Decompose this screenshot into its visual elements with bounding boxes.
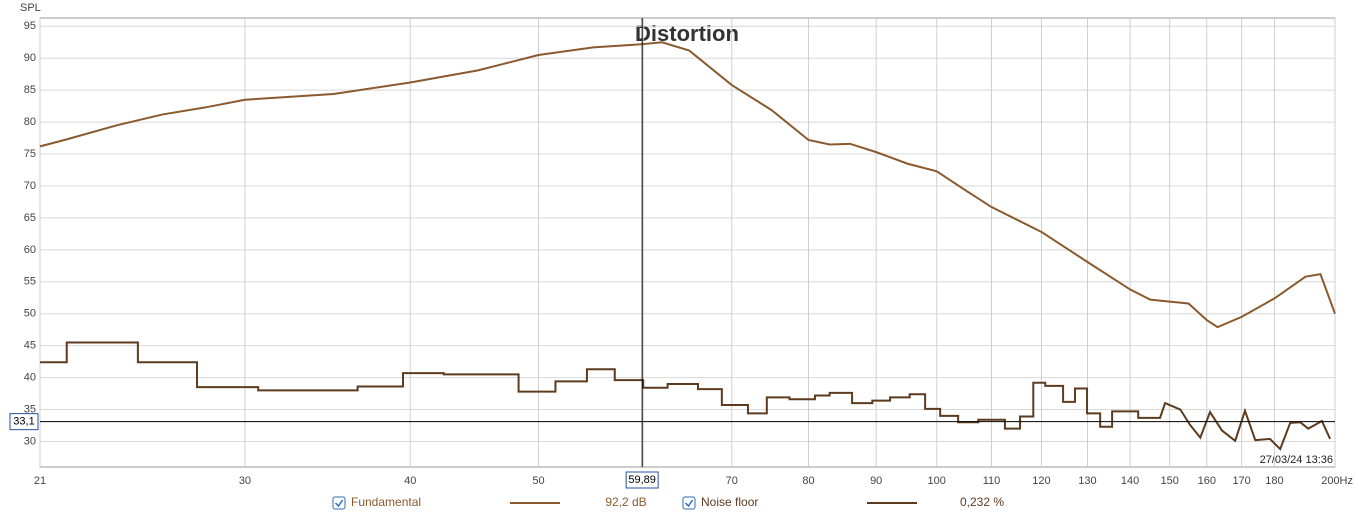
x-tick-label: 21 [34,475,46,487]
x-tick-label: 130 [1078,475,1096,487]
legend-checkbox [332,496,346,510]
y-tick-label: 35 [24,403,36,415]
x-tick-label: 100 [928,475,946,487]
legend-check [334,499,344,508]
y-tick-label: 75 [24,148,36,160]
x-tick-label: 40 [404,475,416,487]
x-tick-label: 180 [1265,475,1283,487]
legend-checkbox [682,496,696,510]
cursor-y-label: 33,1 [13,416,34,428]
y-tick-label: 50 [24,308,36,320]
timestamp: 27/03/24 13:36 [1260,454,1333,466]
x-tick-label: 120 [1032,475,1050,487]
y-tick-label: 95 [24,20,36,32]
x-tick-label: 90 [870,475,882,487]
y-tick-label: 60 [24,244,36,256]
legend-readout: 92,2 dB [605,495,646,509]
cursor-x-box [625,471,659,489]
x-tick-label: 110 [983,475,1001,487]
y-tick-label: 40 [24,371,36,383]
y-tick-label: 45 [24,340,36,352]
chart-title: Distortion [635,21,739,46]
y-tick-label: 65 [24,212,36,224]
x-tick-label: 170 [1232,475,1250,487]
plot-frame [39,17,1336,468]
series-line [40,341,1332,451]
y-tick-label: 90 [24,52,36,64]
y-axis-label: SPL [20,2,41,14]
y-tick-label: 30 [24,435,36,447]
x-tick-label: 30 [239,475,251,487]
y-tick-label: 85 [24,84,36,96]
cursor-x-label: 59,89 [628,474,656,486]
x-tick-label: 200Hz [1321,475,1353,487]
x-tick-label: 50 [532,475,544,487]
legend-label: Noise floor [701,495,758,509]
series-line [39,41,1336,329]
cursor-y-box [9,413,39,431]
legend-item[interactable]: Fundamental 92,2 dB [332,495,647,510]
y-tick-label: 80 [24,116,36,128]
x-tick-label: 70 [726,475,738,487]
x-tick-label: 150 [1161,475,1179,487]
legend-readout: 0,232 % [960,495,1004,509]
x-tick-label: 140 [1121,475,1139,487]
legend-check [684,499,694,508]
legend-item[interactable]: Noise floor 0,232 % [682,495,1004,510]
y-tick-label: 70 [24,180,36,192]
y-tick-label: 55 [24,276,36,288]
x-tick-label: 80 [802,475,814,487]
legend-label: Fundamental [351,495,421,509]
x-tick-label: 160 [1198,475,1216,487]
